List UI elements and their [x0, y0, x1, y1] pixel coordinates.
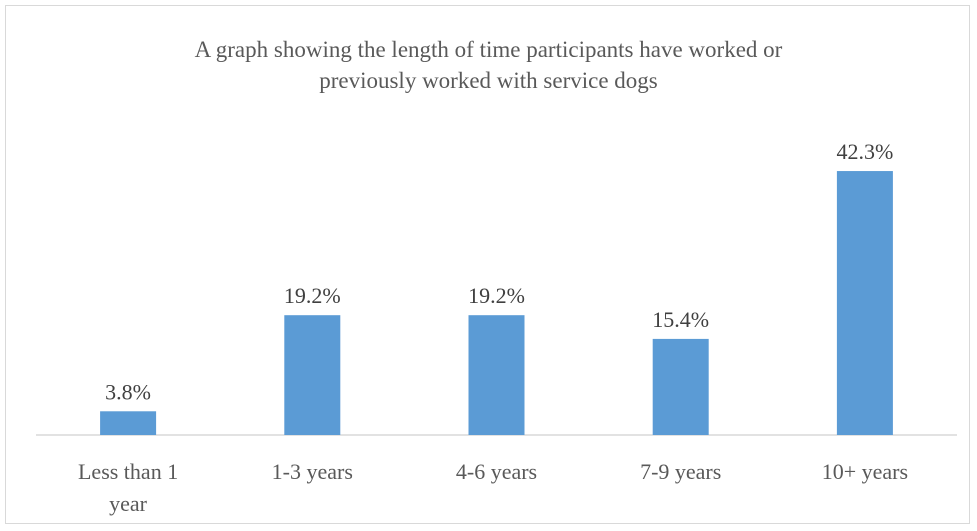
chart-frame: A graph showing the length of time parti… [5, 5, 970, 524]
x-tick-label-1-line-1: Less than 1 [78, 459, 178, 484]
bar-3 [468, 315, 525, 435]
x-tick-label-3: 4-6 years [456, 459, 537, 484]
bar-5 [836, 171, 893, 435]
chart-title-line-1: A graph showing the length of time parti… [194, 37, 783, 62]
bar-1 [100, 411, 157, 435]
x-tick-label-1-line-2: year [109, 491, 148, 516]
x-tick-label-5: 10+ years [822, 459, 908, 484]
bar-4 [652, 338, 709, 435]
data-label-1: 3.8% [105, 379, 151, 404]
data-label-5: 42.3% [836, 139, 893, 164]
x-tick-label-4: 7-9 years [640, 459, 721, 484]
chart-title-line-2: previously worked with service dogs [319, 68, 658, 93]
bar-2 [284, 315, 341, 435]
data-label-2: 19.2% [284, 283, 341, 308]
data-label-4: 15.4% [652, 307, 709, 332]
x-tick-label-2: 1-3 years [272, 459, 353, 484]
data-label-3: 19.2% [468, 283, 525, 308]
chart-title: A graph showing the length of time parti… [6, 34, 971, 96]
